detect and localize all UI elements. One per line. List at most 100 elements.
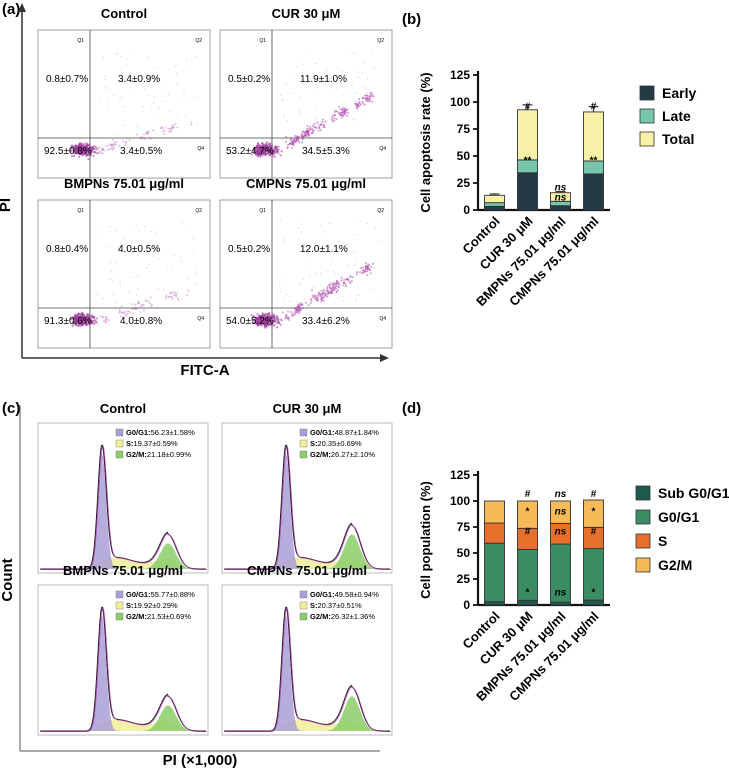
legend-swatch-g2m <box>299 612 308 621</box>
quadrant-id-q4: Q4 <box>197 316 204 322</box>
legend-entry: Early <box>662 85 696 101</box>
hist-legend-g0g1: G0/G1:49.58±0.94% <box>310 590 379 599</box>
flow-y-arrow-icon <box>18 3 26 12</box>
panel-b: (b) 0 25 50 75 100 125 Cell apoptosis rate (%)… <box>400 0 729 380</box>
hist-legend-g0g1: G0/G1:56.23±1.58% <box>126 428 195 437</box>
y-axis-label: Cell apoptosis rate (%) <box>418 72 433 212</box>
hist-legend-s: S:19.92±0.29% <box>126 601 178 610</box>
quadrant-upper-left: 0.5±0.2% <box>228 74 270 85</box>
apoptosis-chart: (b) 0 25 50 75 100 125 Cell apoptosis rate (%)… <box>402 11 696 309</box>
g0g1-peak-area <box>40 616 206 731</box>
legend-swatch <box>635 485 651 501</box>
histogram-outline <box>224 606 390 732</box>
histogram-fit-line <box>224 445 391 570</box>
panel-label-b: (b) <box>402 11 421 28</box>
quadrant-upper-left: 0.8±0.4% <box>46 244 88 255</box>
g2m-peak-area <box>224 534 390 569</box>
significance-mark: * <box>592 507 596 518</box>
significance-mark: # <box>591 102 597 113</box>
bar-segment-total <box>583 111 604 162</box>
panel-c-svg: (c) Count PI (×1,000) Control G0/G1:56.23… <box>0 400 393 769</box>
hist-legend-g2m: G2/M:26.32±1.36% <box>310 612 375 621</box>
legend-entry: Late <box>662 108 691 124</box>
bar-segment-late <box>484 202 505 207</box>
significance-mark: * <box>526 507 530 518</box>
legend-swatch-s <box>115 601 124 610</box>
flow-plot: BMPNs 75.01 μg/ml Q1 Q2 Q4 0.8±0.4% 4.0±0.5% 9… <box>37 176 211 349</box>
y-tick-label: 25 <box>457 572 471 586</box>
hist-plot-frame <box>37 584 209 736</box>
bar-segment-s <box>484 522 505 544</box>
quadrant-upper-left: 0.5±0.2% <box>228 244 270 255</box>
hist-plots: Control G0/G1:56.23±1.58% S:19.37±0.59% G2/… <box>37 401 393 736</box>
flow-plot-title: Control <box>101 6 147 21</box>
hist-y-axis-label: Count <box>0 558 16 601</box>
y-tick-label: 125 <box>450 468 470 482</box>
quadrant-lower-right: 4.0±0.8% <box>120 316 162 327</box>
quadrant-id-q4: Q4 <box>197 146 204 152</box>
legend-entry: Total <box>662 131 694 147</box>
y-tick-label: 0 <box>463 598 470 612</box>
significance-mark: ns <box>555 526 567 537</box>
flow-plot: CUR 30 μM Q1 Q2 Q4 0.5±0.2% 11.9±1.0% 53.2±4.7… <box>219 6 393 179</box>
panel-a: (a) PI FITC-A Control Q1 Q2 Q4 0.8±0.7% 3.4±0… <box>0 0 400 380</box>
legend-swatch-g2m <box>299 450 308 459</box>
quadrant-upper-left: 0.8±0.7% <box>46 74 88 85</box>
g2m-peak-area <box>224 696 390 731</box>
flow-plot: CMPNs 75.01 μg/ml Q1 Q2 Q4 0.5±0.2% 12.0±1.1%… <box>219 176 393 349</box>
bar-segment-early <box>550 205 571 211</box>
hist-legend-g0g1: G0/G1:55.77±0.88% <box>126 590 195 599</box>
significance-mark: * <box>526 588 530 599</box>
quadrant-upper-right: 11.9±1.0% <box>300 74 347 85</box>
y-tick-label: 0 <box>463 203 470 217</box>
y-tick-label: 75 <box>457 520 471 534</box>
panel-d: (d) 0 25 50 75 100 125 Cell population (%) Cont… <box>400 395 729 771</box>
bar-segment-g0-g1 <box>484 542 505 603</box>
flow-x-arrow-icon <box>380 354 389 362</box>
bar-segment-total <box>484 194 505 204</box>
y-tick-label: 50 <box>457 546 471 560</box>
hist-plot: BMPNs 75.01 μg/ml G0/G1:55.77±0.88% S:19.9… <box>37 563 209 736</box>
flow-plot-title: CUR 30 μM <box>272 6 341 21</box>
legend-entry: G2/M <box>658 557 692 573</box>
legend-swatch-s <box>299 439 308 448</box>
flow-x-axis-label: FITC-A <box>180 362 229 379</box>
quadrant-id-q2: Q2 <box>377 208 384 214</box>
hist-x-axis-label: PI (×1,000) <box>163 752 238 769</box>
legend-swatch-g0g1 <box>299 590 308 599</box>
legend-swatch <box>639 85 655 101</box>
bar-segment-g2-m <box>550 500 571 524</box>
bar-segment-sub-g0-g1 <box>517 599 538 606</box>
hist-legend-g2m: G2/M:26.27±2.10% <box>310 450 375 459</box>
legend-swatch-s <box>115 439 124 448</box>
quadrant-upper-right: 4.0±0.5% <box>118 244 160 255</box>
hist-plot-title: Control <box>100 401 146 416</box>
significance-mark: # <box>591 489 597 500</box>
hist-legend-g0g1: G0/G1:48.87±1.84% <box>310 428 379 437</box>
bar-segment-total <box>517 109 538 161</box>
flow-plot-frame <box>219 199 393 349</box>
quadrant-lower-left: 92.5±0.8% <box>44 146 92 157</box>
g0g1-peak-area <box>40 454 206 569</box>
bar-segment-early <box>583 173 604 211</box>
legend-swatch <box>639 131 655 147</box>
hist-plot-title: BMPNs 75.01 μg/ml <box>63 563 183 578</box>
hist-plot-title: CMPNs 75.01 μg/ml <box>247 563 367 578</box>
hist-legend-s: S:19.37±0.59% <box>126 439 178 448</box>
y-tick-label: 100 <box>450 494 470 508</box>
quadrant-lower-left: 91.3±0.6% <box>44 316 92 327</box>
hist-legend-s: S:20.35±0.69% <box>310 439 362 448</box>
quadrant-lower-left: 53.2±4.7% <box>226 146 274 157</box>
quadrant-lower-right: 33.4±6.2% <box>302 316 350 327</box>
legend-swatch-g2m <box>115 612 124 621</box>
hist-plot: CUR 30 μM G0/G1:48.87±1.84% S:20.35±0.69% G… <box>221 401 393 574</box>
hist-legend-s: S:20.37±0.51% <box>310 601 362 610</box>
legend-entry: Sub G0/G1 <box>658 485 729 501</box>
flow-plot-frame <box>37 29 211 179</box>
g2m-peak-area <box>40 543 206 569</box>
flow-plots: Control Q1 Q2 Q4 0.8±0.7% 3.4±0.9% 92.5±0.8% 3.… <box>37 6 393 349</box>
flow-plot-title: CMPNs 75.01 μg/ml <box>246 176 366 191</box>
legend-swatch-g0g1 <box>115 590 124 599</box>
legend-swatch <box>639 108 655 124</box>
